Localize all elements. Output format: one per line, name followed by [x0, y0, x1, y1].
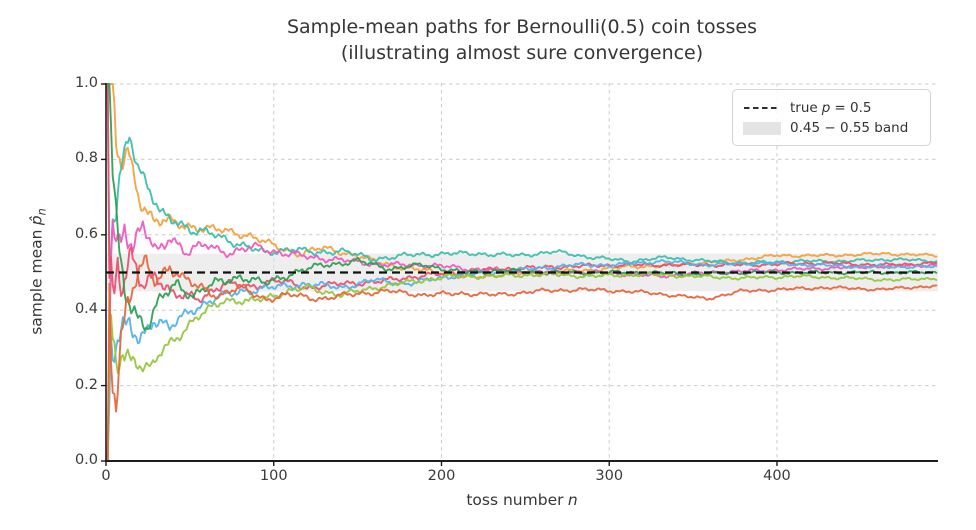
y-tick-label: 1.0: [74, 75, 98, 91]
chart-title: Sample-mean paths for Bernoulli(0.5) coi…: [286, 16, 758, 38]
y-tick-label: 0.0: [74, 452, 98, 468]
y-tick-label: 0.4: [74, 301, 98, 318]
y-tick-label: 0.2: [74, 376, 98, 393]
ticks-group: [101, 83, 778, 466]
chart-subtitle: (illustrating almost sure convergence): [340, 42, 704, 64]
path-2-teal: [106, 83, 938, 270]
legend: true p = 0.5 0.45 − 0.55 band: [732, 89, 931, 146]
x-tick-label: 200: [427, 468, 456, 484]
x-tick-label: 100: [259, 468, 288, 484]
legend-label-refline: true p = 0.5: [790, 100, 872, 116]
legend-item-refline: true p = 0.5: [743, 98, 920, 118]
title-block: Sample-mean paths for Bernoulli(0.5) coi…: [106, 14, 938, 66]
y-tick-label: 0.6: [74, 225, 98, 242]
x-tick-label: 300: [595, 468, 624, 484]
legend-label-band: 0.45 − 0.55 band: [790, 120, 909, 136]
spines-group: [105, 83, 938, 462]
x-tick-label: 400: [763, 468, 791, 484]
legend-dash-line-icon: [743, 105, 781, 111]
x-tick-label: 0: [101, 468, 111, 484]
y-tick-label: 0.8: [74, 150, 98, 167]
legend-item-band: 0.45 − 0.55 band: [743, 118, 920, 138]
legend-band-swatch-icon: [743, 121, 781, 135]
x-axis-label: toss number n: [466, 491, 578, 509]
path-7-yellowgreen: [106, 271, 938, 462]
path-8-tomato: [106, 254, 938, 462]
path-5-skyblue: [106, 259, 938, 462]
y-axis-label: sample meanp̂n: [27, 208, 49, 335]
grid-group: [106, 83, 938, 461]
